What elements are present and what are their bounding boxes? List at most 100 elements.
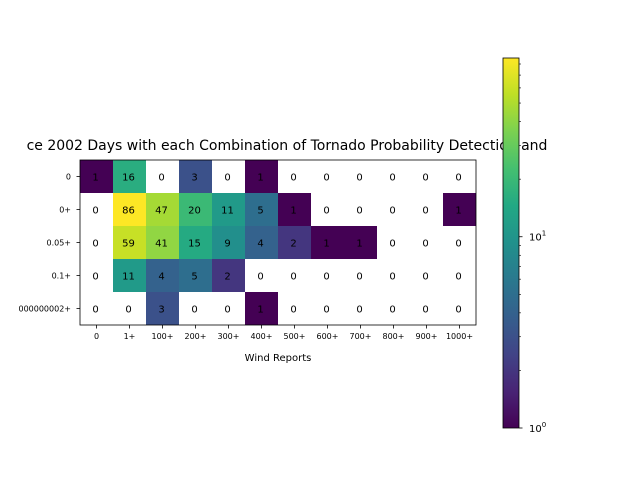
heatmap-cell bbox=[311, 259, 344, 292]
heatmap-cell bbox=[311, 160, 344, 193]
cell-value-label: 0 bbox=[455, 272, 461, 283]
cell-value-label: 0 bbox=[257, 272, 263, 283]
heatmap-cell bbox=[179, 259, 212, 292]
cell-value-label: 0 bbox=[455, 239, 461, 250]
heatmap-cell bbox=[179, 226, 212, 259]
heatmap-cell bbox=[377, 226, 410, 259]
heatmap-cell bbox=[113, 160, 146, 193]
x-tick-label: 200+ bbox=[185, 332, 207, 341]
cell-value-label: 0 bbox=[389, 305, 395, 316]
heatmap-cell bbox=[146, 226, 179, 259]
colorbar-tick-label: 101 bbox=[529, 230, 546, 244]
heatmap-cell bbox=[146, 193, 179, 226]
heatmap-cell bbox=[410, 292, 443, 325]
x-tick-label: 400+ bbox=[251, 332, 273, 341]
y-tick-label: 0.1+ bbox=[52, 272, 71, 281]
x-tick-label: 0 bbox=[94, 332, 99, 341]
heatmap-cell bbox=[212, 226, 245, 259]
cell-value-label: 1 bbox=[257, 305, 263, 316]
heatmap-cell bbox=[377, 259, 410, 292]
colorbar bbox=[502, 57, 520, 429]
cell-value-label: 0 bbox=[323, 173, 329, 184]
cell-value-label: 0 bbox=[290, 305, 296, 316]
cell-value-label: 0 bbox=[191, 305, 197, 316]
cell-value-label: 11 bbox=[221, 206, 234, 217]
x-tick-label: 1+ bbox=[124, 332, 136, 341]
cell-value-label: 0 bbox=[125, 305, 131, 316]
heatmap-cell bbox=[113, 259, 146, 292]
cell-value-label: 41 bbox=[155, 239, 168, 250]
cell-labels: 1 16 0 3 0 1 0 0 0 0 0 00 86 47 20 11 5 1 0 0 0 0 10 59 41 15 9 4 2 1… bbox=[92, 173, 461, 316]
heatmap-cell bbox=[212, 160, 245, 193]
cell-value-label: 86 bbox=[122, 206, 135, 217]
cell-value-label: 3 bbox=[191, 173, 197, 184]
heatmap-cell bbox=[80, 226, 113, 259]
heatmap-cell bbox=[377, 193, 410, 226]
x-tick-label: 500+ bbox=[284, 332, 306, 341]
heatmap-cell bbox=[443, 160, 476, 193]
heatmap-cell bbox=[344, 193, 377, 226]
x-tick-label: 800+ bbox=[383, 332, 405, 341]
cell-value-label: 0 bbox=[356, 272, 362, 283]
cell-value-label: 0 bbox=[158, 173, 164, 184]
cell-value-label: 11 bbox=[122, 272, 135, 283]
cell-value-label: 1 bbox=[257, 173, 263, 184]
y-ticks: 0 0+ 0.05+ 0.1+ 000000002+ bbox=[18, 173, 80, 314]
heatmap-cell bbox=[344, 226, 377, 259]
heatmap-cell bbox=[443, 292, 476, 325]
x-tick-label: 100+ bbox=[152, 332, 174, 341]
heatmap-cell bbox=[344, 292, 377, 325]
heatmap-cell bbox=[443, 259, 476, 292]
cell-value-label: 0 bbox=[356, 305, 362, 316]
heatmap-cell bbox=[212, 292, 245, 325]
heatmap-cell bbox=[80, 160, 113, 193]
y-tick-label: 0.05+ bbox=[46, 239, 71, 248]
heatmap-cell bbox=[344, 259, 377, 292]
y-tick-label: 0+ bbox=[59, 206, 71, 215]
cell-value-label: 0 bbox=[92, 206, 98, 217]
heatmap-cell bbox=[443, 193, 476, 226]
cell-value-label: 0 bbox=[356, 173, 362, 184]
cell-value-label: 9 bbox=[224, 239, 230, 250]
cell-value-label: 20 bbox=[188, 206, 201, 217]
heatmap-cell bbox=[80, 259, 113, 292]
heatmap-cell bbox=[377, 160, 410, 193]
heatmap-cell bbox=[410, 226, 443, 259]
cell-value-label: 0 bbox=[455, 173, 461, 184]
heatmap-cell bbox=[113, 193, 146, 226]
cell-value-label: 1 bbox=[323, 239, 329, 250]
chart-title: ce 2002 Days with each Combination of To… bbox=[27, 138, 548, 154]
heatmap-cell bbox=[245, 226, 278, 259]
heatmap-cell bbox=[443, 226, 476, 259]
heatmap-cell bbox=[146, 292, 179, 325]
heatmap-cell bbox=[80, 193, 113, 226]
colorbar-ticks: 100 101 bbox=[519, 63, 546, 435]
heatmap-cell bbox=[179, 193, 212, 226]
cell-value-label: 0 bbox=[323, 206, 329, 217]
cell-value-label: 0 bbox=[422, 206, 428, 217]
cell-value-label: 5 bbox=[257, 206, 263, 217]
cell-value-label: 0 bbox=[92, 272, 98, 283]
cell-value-label: 4 bbox=[257, 239, 263, 250]
x-tick-label: 300+ bbox=[218, 332, 240, 341]
x-tick-label: 700+ bbox=[350, 332, 372, 341]
heatmap-cell bbox=[278, 259, 311, 292]
x-axis-label: Wind Reports bbox=[245, 353, 312, 364]
x-ticks: 0 1+ 100+ 200+ 300+ 400+ 500+ 600+ 700+ 800+ 900+ 1… bbox=[94, 325, 473, 341]
heatmap-cell bbox=[311, 193, 344, 226]
cell-value-label: 0 bbox=[92, 239, 98, 250]
cell-value-label: 0 bbox=[290, 173, 296, 184]
cell-value-label: 0 bbox=[290, 272, 296, 283]
heatmap-cell bbox=[212, 259, 245, 292]
cell-value-label: 2 bbox=[290, 239, 296, 250]
heatmap-cell bbox=[278, 292, 311, 325]
heatmap-cell bbox=[410, 259, 443, 292]
cell-value-label: 2 bbox=[224, 272, 230, 283]
heatmap-cell bbox=[377, 292, 410, 325]
cell-value-label: 0 bbox=[389, 206, 395, 217]
cell-value-label: 0 bbox=[422, 239, 428, 250]
cell-value-label: 0 bbox=[389, 272, 395, 283]
heatmap-cell bbox=[278, 226, 311, 259]
cell-value-label: 1 bbox=[290, 206, 296, 217]
